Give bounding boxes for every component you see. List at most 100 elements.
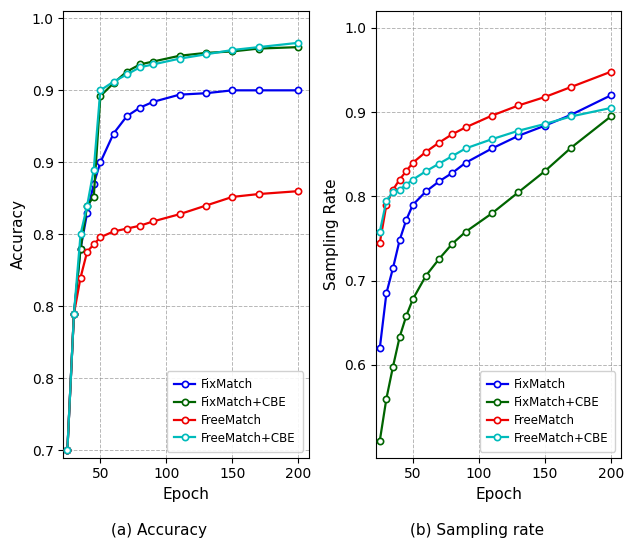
FreeMatch <box>422 148 430 155</box>
FreeMatch+CBE <box>149 61 157 68</box>
FixMatch <box>389 265 397 271</box>
FreeMatch <box>123 225 130 232</box>
FixMatch <box>448 170 456 176</box>
FreeMatch <box>202 202 210 209</box>
FixMatch+CBE <box>403 313 410 319</box>
Line: FreeMatch: FreeMatch <box>377 69 614 246</box>
FixMatch+CBE <box>607 113 614 120</box>
FreeMatch+CBE <box>389 189 397 195</box>
FreeMatch+CBE <box>97 87 104 93</box>
FreeMatch <box>448 131 456 137</box>
FreeMatch+CBE <box>64 447 71 454</box>
FixMatch <box>403 217 410 223</box>
FreeMatch+CBE <box>376 228 384 235</box>
FreeMatch <box>176 211 183 218</box>
Y-axis label: Sampling Rate: Sampling Rate <box>324 179 338 290</box>
FreeMatch+CBE <box>607 105 614 111</box>
FixMatch <box>376 345 384 352</box>
FixMatch <box>567 111 575 118</box>
FixMatch <box>255 87 263 93</box>
FreeMatch <box>110 228 118 235</box>
FixMatch <box>149 99 157 105</box>
FreeMatch <box>488 112 496 119</box>
FixMatch <box>462 159 469 166</box>
FreeMatch <box>389 186 397 193</box>
FixMatch+CBE <box>383 395 391 402</box>
FixMatch <box>90 181 97 187</box>
FixMatch <box>422 188 430 194</box>
FixMatch <box>436 178 443 185</box>
Line: FreeMatch: FreeMatch <box>64 188 301 454</box>
FixMatch+CBE <box>202 50 210 56</box>
Legend: FixMatch, FixMatch+CBE, FreeMatch, FreeMatch+CBE: FixMatch, FixMatch+CBE, FreeMatch, FreeM… <box>480 372 616 451</box>
FixMatch+CBE <box>255 45 263 52</box>
FixMatch <box>64 447 71 454</box>
Line: FixMatch: FixMatch <box>377 92 614 351</box>
FixMatch <box>515 132 522 139</box>
Text: (b) Sampling rate: (b) Sampling rate <box>410 523 544 538</box>
FreeMatch+CBE <box>255 44 263 50</box>
FreeMatch <box>97 234 104 240</box>
FixMatch <box>409 201 417 208</box>
FixMatch <box>83 210 91 216</box>
FreeMatch+CBE <box>396 186 403 193</box>
FixMatch <box>541 123 549 129</box>
Line: FixMatch: FixMatch <box>64 87 301 454</box>
FixMatch <box>136 104 144 111</box>
FreeMatch <box>83 248 91 255</box>
FreeMatch <box>607 69 614 75</box>
FixMatch <box>294 87 302 93</box>
FreeMatch <box>567 84 575 90</box>
Line: FreeMatch+CBE: FreeMatch+CBE <box>377 105 614 235</box>
FreeMatch+CBE <box>488 136 496 143</box>
FreeMatch+CBE <box>422 168 430 174</box>
FreeMatch+CBE <box>77 231 85 238</box>
FixMatch+CBE <box>123 69 130 75</box>
FixMatch <box>123 113 130 119</box>
FixMatch+CBE <box>176 52 183 59</box>
FreeMatch <box>228 194 236 200</box>
FreeMatch+CBE <box>515 127 522 134</box>
FixMatch <box>110 130 118 137</box>
Line: FixMatch+CBE: FixMatch+CBE <box>377 113 614 444</box>
Line: FreeMatch+CBE: FreeMatch+CBE <box>64 39 301 454</box>
FreeMatch+CBE <box>448 153 456 159</box>
Text: (a) Accuracy: (a) Accuracy <box>111 523 207 538</box>
FixMatch+CBE <box>409 296 417 302</box>
FreeMatch+CBE <box>409 177 417 183</box>
FreeMatch <box>149 218 157 225</box>
FreeMatch+CBE <box>436 160 443 167</box>
X-axis label: Epoch: Epoch <box>475 487 522 502</box>
FixMatch+CBE <box>488 210 496 217</box>
FreeMatch <box>136 222 144 229</box>
FixMatch+CBE <box>294 44 302 50</box>
FreeMatch+CBE <box>202 51 210 58</box>
FreeMatch+CBE <box>294 39 302 46</box>
FixMatch+CBE <box>567 144 575 151</box>
FreeMatch+CBE <box>70 310 78 317</box>
FreeMatch <box>90 241 97 248</box>
FixMatch <box>77 246 85 252</box>
FixMatch+CBE <box>396 334 403 340</box>
FreeMatch <box>294 188 302 194</box>
Legend: FixMatch, FixMatch+CBE, FreeMatch, FreeMatch+CBE: FixMatch, FixMatch+CBE, FreeMatch, FreeM… <box>167 372 303 451</box>
FixMatch <box>202 90 210 97</box>
FreeMatch+CBE <box>403 181 410 188</box>
FreeMatch <box>515 102 522 109</box>
FreeMatch <box>64 447 71 454</box>
FixMatch+CBE <box>90 194 97 200</box>
FreeMatch+CBE <box>83 202 91 209</box>
FixMatch+CBE <box>97 93 104 99</box>
FixMatch+CBE <box>436 255 443 262</box>
FixMatch+CBE <box>422 272 430 279</box>
FreeMatch+CBE <box>176 56 183 62</box>
FixMatch+CBE <box>149 58 157 65</box>
FreeMatch <box>376 240 384 246</box>
FixMatch+CBE <box>228 48 236 55</box>
FixMatch <box>488 145 496 152</box>
FixMatch+CBE <box>376 437 384 444</box>
FixMatch <box>396 237 403 244</box>
FreeMatch <box>70 310 78 317</box>
FreeMatch+CBE <box>383 198 391 204</box>
FixMatch+CBE <box>70 310 78 317</box>
